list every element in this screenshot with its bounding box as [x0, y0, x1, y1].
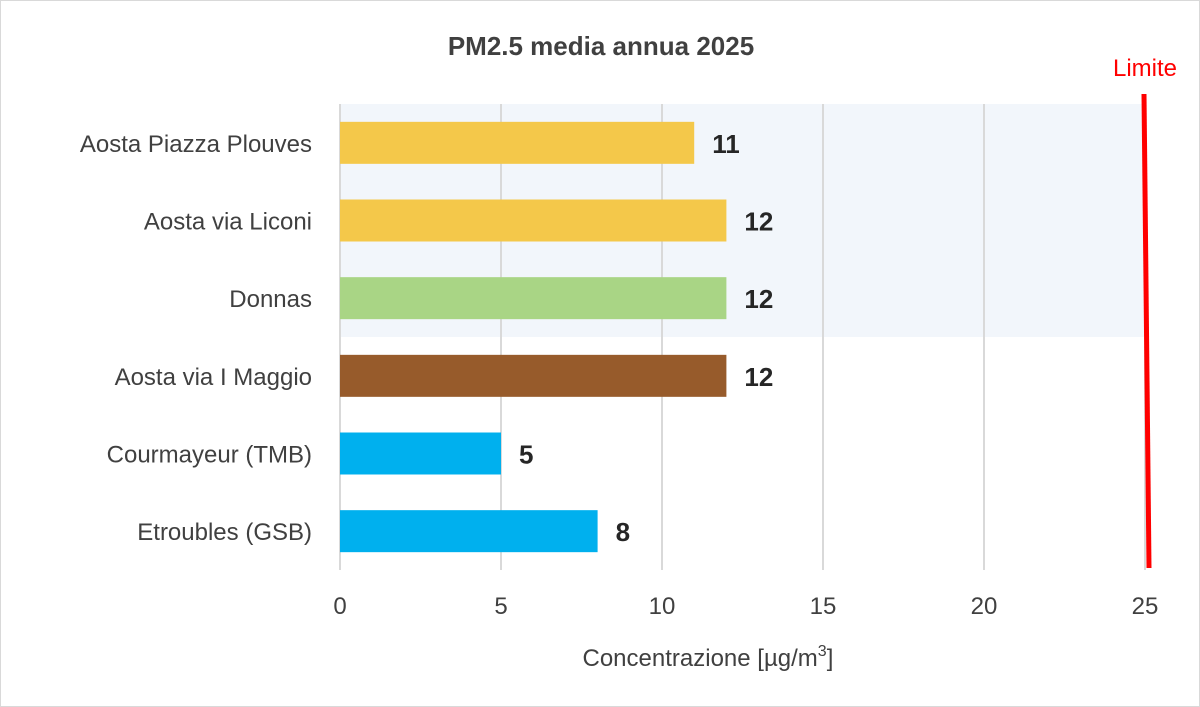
category-labels: Aosta Piazza Plouves Aosta via Liconi Donn…	[80, 131, 312, 546]
data-label: 5	[519, 440, 533, 470]
limit-label: Limite	[1113, 55, 1177, 82]
chart-title: PM2.5 media annua 2025	[447, 31, 755, 61]
data-label: 12	[744, 207, 773, 237]
bar	[340, 121, 695, 164]
category-label: Aosta via Liconi	[144, 209, 312, 236]
bar	[340, 510, 598, 553]
x-axis-title-suffix: ]	[827, 645, 834, 672]
category-label: Donnas	[229, 286, 312, 313]
bar	[340, 199, 727, 242]
data-label: 8	[616, 517, 630, 547]
data-label: 12	[744, 362, 773, 392]
x-axis-title-superscript: 3	[818, 643, 827, 660]
x-axis-title-main: Concentrazione [µg/m	[583, 645, 818, 672]
data-label: 12	[744, 284, 773, 314]
category-label: Aosta via I Maggio	[115, 364, 312, 391]
x-tick-label: 20	[971, 593, 998, 620]
bar	[340, 432, 501, 475]
bars	[340, 121, 727, 553]
data-labels: 11 12 12 12 5 8	[519, 129, 773, 547]
bar	[340, 354, 727, 397]
x-tick-label: 15	[810, 593, 837, 620]
x-tick-label: 0	[333, 593, 346, 620]
x-axis-title: Concentrazione [µg/m3]	[583, 643, 834, 672]
limit-line	[1141, 93, 1152, 569]
x-tick-label: 10	[649, 593, 676, 620]
x-tick-label: 25	[1132, 593, 1159, 620]
category-label: Etroubles (GSB)	[137, 519, 312, 546]
x-tick-label: 5	[494, 593, 507, 620]
category-label: Aosta Piazza Plouves	[80, 131, 312, 158]
bar	[340, 277, 727, 320]
category-label: Courmayeur (TMB)	[107, 442, 312, 469]
x-tick-labels: 0 5 10 15 20 25	[333, 593, 1158, 620]
data-label: 11	[712, 129, 740, 159]
